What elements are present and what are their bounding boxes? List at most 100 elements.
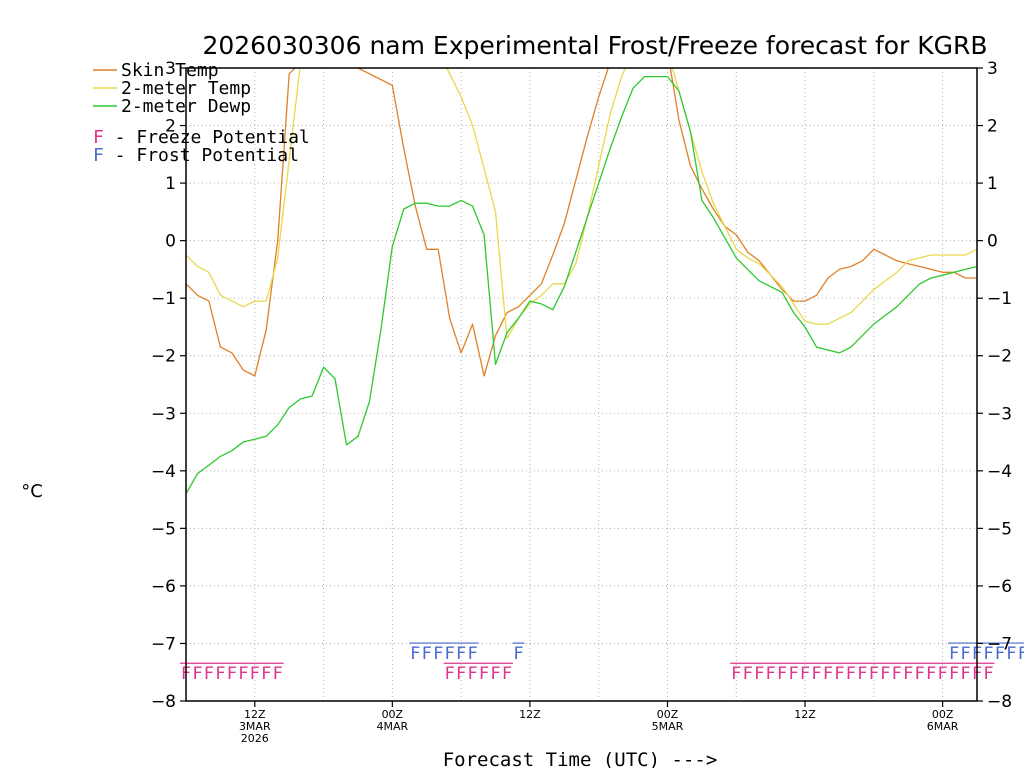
x-tick-label: 3MAR bbox=[239, 720, 271, 733]
marker-freeze-potential: F bbox=[250, 664, 260, 684]
marker-frost-potential: F bbox=[445, 644, 455, 664]
marker-freeze-potential: F bbox=[731, 664, 741, 684]
y-axis-left: −8 −7 −6 −5 −4 −3 −2 −1 0 1 2 3 bbox=[151, 59, 186, 712]
y-tick-label-left: −2 bbox=[151, 347, 176, 367]
legend-label: 2-meter Temp bbox=[121, 78, 251, 99]
marker-freeze-potential: F bbox=[823, 664, 833, 684]
marker-freeze-potential: F bbox=[788, 664, 798, 684]
marker-frost-potential: F bbox=[995, 644, 1005, 664]
series-2-meter-dewp bbox=[186, 75, 977, 495]
y-axis-right: −8 −7 −6 −5 −4 −3 −2 −1 0 1 2 3 bbox=[977, 59, 1012, 712]
marker-freeze-potential: F bbox=[467, 664, 477, 684]
y-tick-label-left: −4 bbox=[151, 462, 176, 482]
marker-frost-potential: F bbox=[1006, 644, 1016, 664]
y-tick-label-right: −5 bbox=[987, 519, 1012, 539]
marker-freeze-potential: F bbox=[834, 664, 844, 684]
plot-frame bbox=[185, 67, 978, 702]
marker-freeze-potential: F bbox=[766, 664, 776, 684]
marker-frost-potential: F bbox=[513, 644, 523, 664]
chart-title: 2026030306 nam Experimental Frost/Freeze… bbox=[202, 31, 987, 60]
x-tick-label: 12Z bbox=[519, 708, 541, 721]
y-tick-label-right: −4 bbox=[987, 462, 1012, 482]
marker-frost-potential: F bbox=[467, 644, 477, 664]
marker-freeze-potential: F bbox=[261, 664, 271, 684]
marker-frost-potential: F bbox=[456, 644, 466, 664]
y-tick-label-left: −6 bbox=[151, 577, 176, 597]
series-layer bbox=[186, 68, 977, 495]
marker-freeze-potential: F bbox=[502, 664, 512, 684]
y-tick-label-right: −3 bbox=[987, 404, 1012, 424]
x-tick-label: 6MAR bbox=[927, 720, 959, 733]
y-tick-label-right: −8 bbox=[987, 692, 1012, 712]
y-tick-label-left: −7 bbox=[151, 634, 176, 654]
x-tick-label: 00Z bbox=[382, 708, 404, 721]
y-tick-label-left: −3 bbox=[151, 404, 176, 424]
marker-freeze-potential: F bbox=[192, 664, 202, 684]
marker-freeze-potential: F bbox=[926, 664, 936, 684]
y-tick-label-left: −1 bbox=[151, 289, 176, 309]
x-tick-label: 00Z bbox=[932, 708, 954, 721]
marker-freeze-potential: F bbox=[892, 664, 902, 684]
y-tick-label-left: −8 bbox=[151, 692, 176, 712]
marker-freeze-potential: F bbox=[903, 664, 913, 684]
marker-frost-potential: F bbox=[410, 644, 420, 664]
marker-frost-potential: F bbox=[960, 644, 970, 664]
marker-layer: F F F F F F F F F F F F F F F F F F F F F F F F F F F F F F F F F F F F F FF F… bbox=[180, 642, 1024, 684]
y-tick-label-right: −7 bbox=[987, 634, 1012, 654]
legend-marker: F - Frost Potential bbox=[93, 145, 299, 166]
marker-freeze-potential: F bbox=[960, 664, 970, 684]
y-tick-label-right: 1 bbox=[987, 174, 998, 194]
marker-freeze-potential: F bbox=[227, 664, 237, 684]
legend-label: Skin Temp bbox=[121, 60, 219, 81]
series-2-meter-temp bbox=[186, 68, 977, 340]
marker-freeze-potential: F bbox=[445, 664, 455, 684]
marker-freeze-potential: F bbox=[949, 664, 959, 684]
marker-frost-potential: F bbox=[422, 644, 432, 664]
marker-freeze-potential: F bbox=[215, 664, 225, 684]
marker-freeze-potential: F bbox=[800, 664, 810, 684]
y-tick-label-left: 2 bbox=[165, 117, 176, 137]
marker-frost-potential: F bbox=[983, 644, 993, 664]
marker-freeze-potential: F bbox=[846, 664, 856, 684]
x-tick-label: 4MAR bbox=[377, 720, 409, 733]
marker-frost-potential: F bbox=[433, 644, 443, 664]
x-tick-label: 12Z bbox=[794, 708, 816, 721]
y-tick-label-left: 1 bbox=[165, 174, 176, 194]
grid bbox=[186, 68, 977, 701]
marker-freeze-potential: F bbox=[937, 664, 947, 684]
x-axis-label: Forecast Time (UTC) ---> bbox=[443, 749, 718, 768]
marker-freeze-potential: F bbox=[456, 664, 466, 684]
marker-freeze-potential: F bbox=[857, 664, 867, 684]
x-tick-label: 2026 bbox=[241, 732, 269, 745]
marker-freeze-potential: F bbox=[880, 664, 890, 684]
marker-freeze-potential: F bbox=[238, 664, 248, 684]
marker-freeze-potential: F bbox=[490, 664, 500, 684]
y-tick-label-right: −6 bbox=[987, 577, 1012, 597]
series-skin-temp bbox=[186, 68, 977, 377]
y-tick-label-left: 0 bbox=[165, 232, 176, 252]
marker-freeze-potential: F bbox=[811, 664, 821, 684]
marker-freeze-potential: F bbox=[743, 664, 753, 684]
y-tick-label-right: 3 bbox=[987, 59, 998, 79]
y-tick-label-right: 0 bbox=[987, 232, 998, 252]
marker-freeze-potential: F bbox=[869, 664, 879, 684]
x-tick-label: 12Z bbox=[244, 708, 266, 721]
marker-freeze-potential: F bbox=[273, 664, 283, 684]
y-tick-label-left: −5 bbox=[151, 519, 176, 539]
marker-freeze-potential: F bbox=[915, 664, 925, 684]
y-tick-label-right: −1 bbox=[987, 289, 1012, 309]
y-tick-label-left: 3 bbox=[165, 59, 176, 79]
x-tick-label: 00Z bbox=[657, 708, 679, 721]
y-tick-label-right: −2 bbox=[987, 347, 1012, 367]
marker-freeze-potential: F bbox=[754, 664, 764, 684]
legend-marker: F - Freeze Potential bbox=[93, 127, 310, 148]
marker-freeze-potential: F bbox=[479, 664, 489, 684]
marker-frost-potential: F bbox=[1018, 644, 1024, 664]
marker-freeze-potential: F bbox=[777, 664, 787, 684]
x-tick-label: 5MAR bbox=[652, 720, 684, 733]
legend-label: 2-meter Dewp bbox=[121, 96, 251, 117]
y-tick-label-right: 2 bbox=[987, 117, 998, 137]
